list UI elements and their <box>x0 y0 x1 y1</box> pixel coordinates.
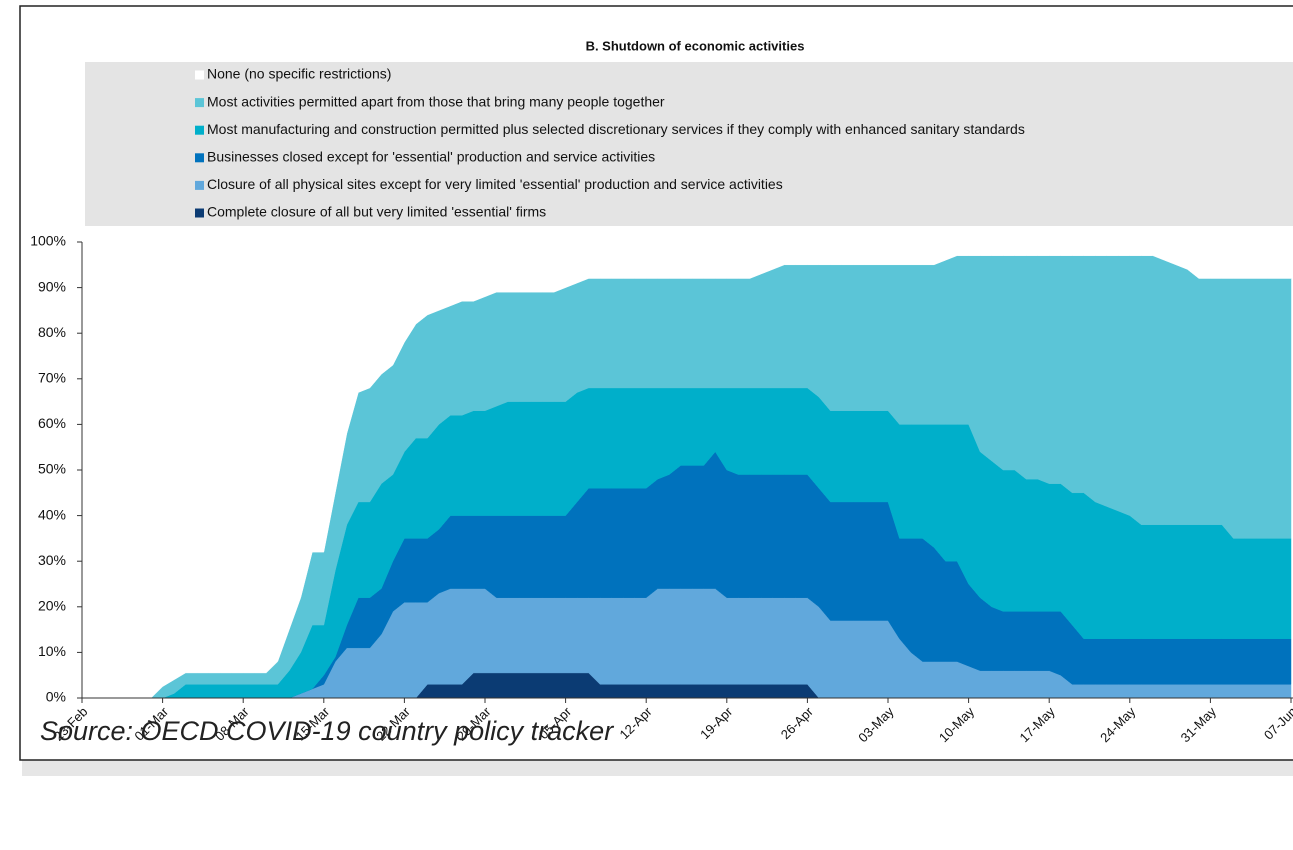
legend-label: Most activities permitted apart from tho… <box>207 93 665 109</box>
legend-box <box>85 62 1293 226</box>
legend-swatch <box>195 180 204 190</box>
y-tick-label: 50% <box>38 461 66 477</box>
legend-label: Closure of all physical sites except for… <box>207 176 783 192</box>
y-tick-label: 40% <box>38 506 66 522</box>
area <box>81 241 1292 699</box>
y-tick-label: 80% <box>38 324 66 340</box>
legend-swatch <box>195 98 204 108</box>
y-tick-label: 70% <box>38 370 66 386</box>
y-tick-label: 30% <box>38 552 66 568</box>
legend-swatch <box>195 208 204 218</box>
y-tick-label: 20% <box>38 598 66 614</box>
legend-swatch <box>195 70 204 80</box>
card-shadow <box>22 760 1293 776</box>
y-tick-label: 100% <box>30 233 66 249</box>
y-tick-label: 0% <box>46 689 66 705</box>
legend-swatch <box>195 153 204 163</box>
legend-label: Complete closure of all but very limited… <box>207 204 546 220</box>
y-tick-label: 90% <box>38 278 66 294</box>
source-note: Source: OECD COVID-19 country policy tra… <box>40 716 614 746</box>
chart-title: B. Shutdown of economic activities <box>586 38 805 53</box>
y-tick-label: 60% <box>38 415 66 431</box>
legend-label: None (no specific restrictions) <box>207 66 391 82</box>
y-tick-label: 10% <box>38 643 66 659</box>
legend-swatch <box>195 125 204 135</box>
legend-label: Most manufacturing and construction perm… <box>207 121 1025 137</box>
legend-label: Businesses closed except for 'essential'… <box>207 149 655 165</box>
